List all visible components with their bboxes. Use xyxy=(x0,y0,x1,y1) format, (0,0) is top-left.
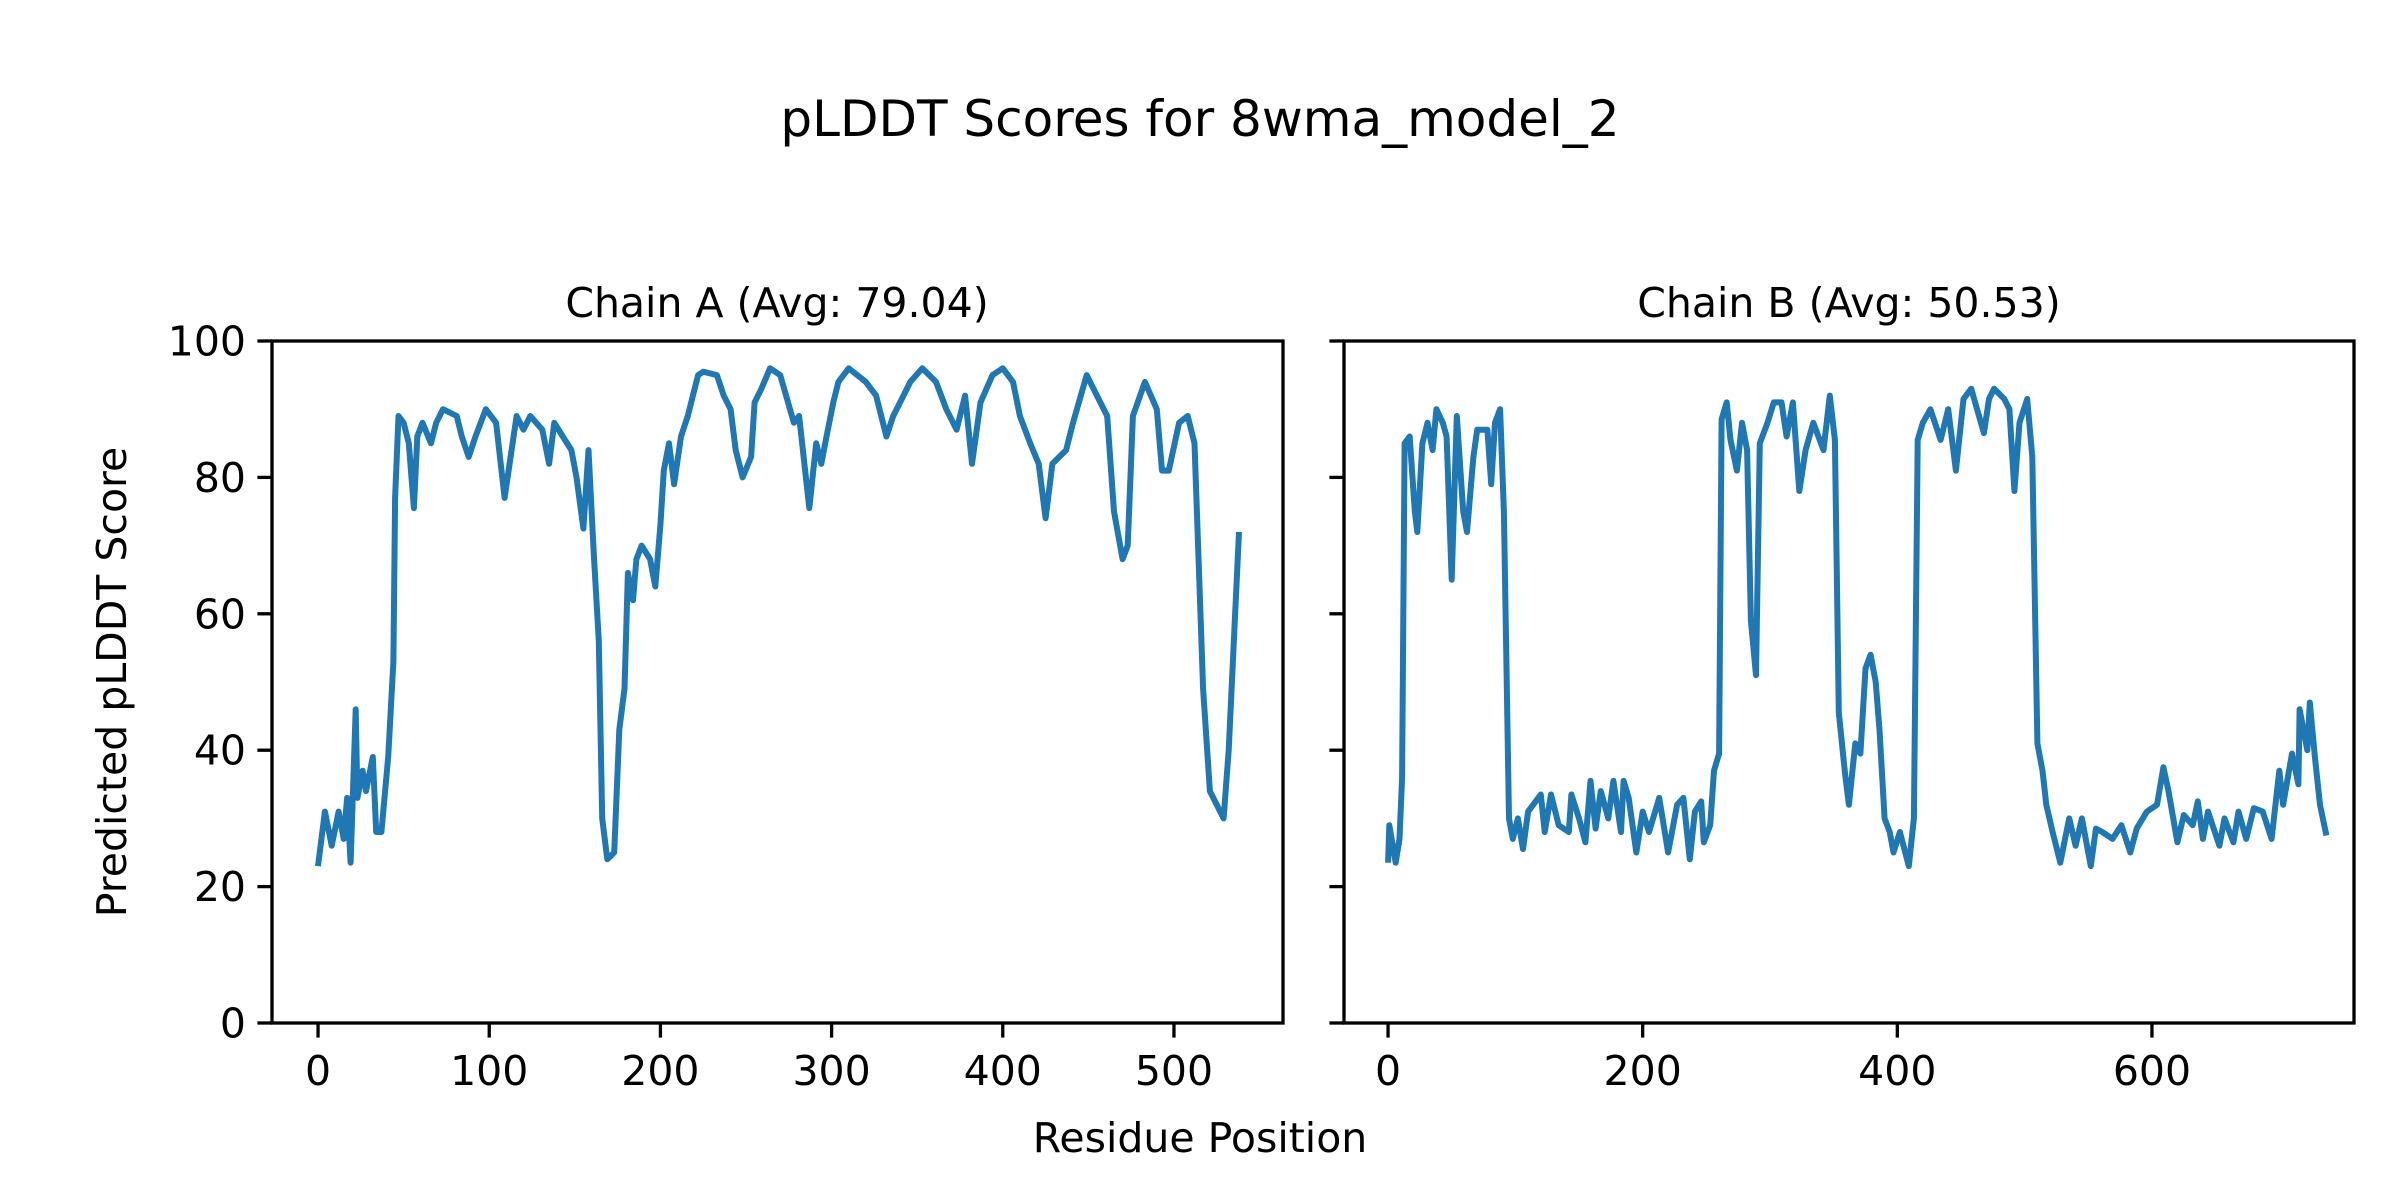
x-tick-label: 300 xyxy=(792,1047,870,1095)
x-tick-label: 100 xyxy=(450,1047,528,1095)
panel-title-chain-a: Chain A (Avg: 79.04) xyxy=(565,279,988,327)
y-tick-label: 20 xyxy=(194,863,246,911)
x-tick-label: 600 xyxy=(2113,1047,2191,1095)
y-tick-label: 40 xyxy=(194,727,246,775)
x-axis-label: Residue Position xyxy=(1033,1114,1368,1162)
x-tick-label: 500 xyxy=(1135,1047,1213,1095)
x-tick-label: 200 xyxy=(1604,1047,1682,1095)
axes-frame xyxy=(270,339,1285,1025)
y-tick-label: 60 xyxy=(194,590,246,638)
x-tick-label: 400 xyxy=(964,1047,1042,1095)
y-tick-label: 100 xyxy=(168,318,246,366)
series-line-chain-a xyxy=(315,365,1242,867)
axes-frame xyxy=(1342,339,2356,1025)
panel-title-chain-b: Chain B (Avg: 50.53) xyxy=(1637,279,2060,327)
x-tick-label: 400 xyxy=(1858,1047,1936,1095)
y-tick-label: 0 xyxy=(220,1000,246,1048)
x-tick-label: 200 xyxy=(621,1047,699,1095)
panel-chain-a: 0 100 200 300 400 500 0 20 40 60 80 100 xyxy=(168,318,1285,1095)
series-line-chain-b xyxy=(1385,385,2330,870)
y-tick-label: 80 xyxy=(194,454,246,502)
x-tick-label: 0 xyxy=(1375,1047,1401,1095)
y-axis-label: Predicted pLDDT Score xyxy=(88,447,136,917)
x-tick-label: 0 xyxy=(305,1047,331,1095)
panel-chain-b: 0 200 400 600 xyxy=(1329,339,2356,1095)
chart-title: pLDDT Scores for 8wma_model_2 xyxy=(780,90,1619,148)
